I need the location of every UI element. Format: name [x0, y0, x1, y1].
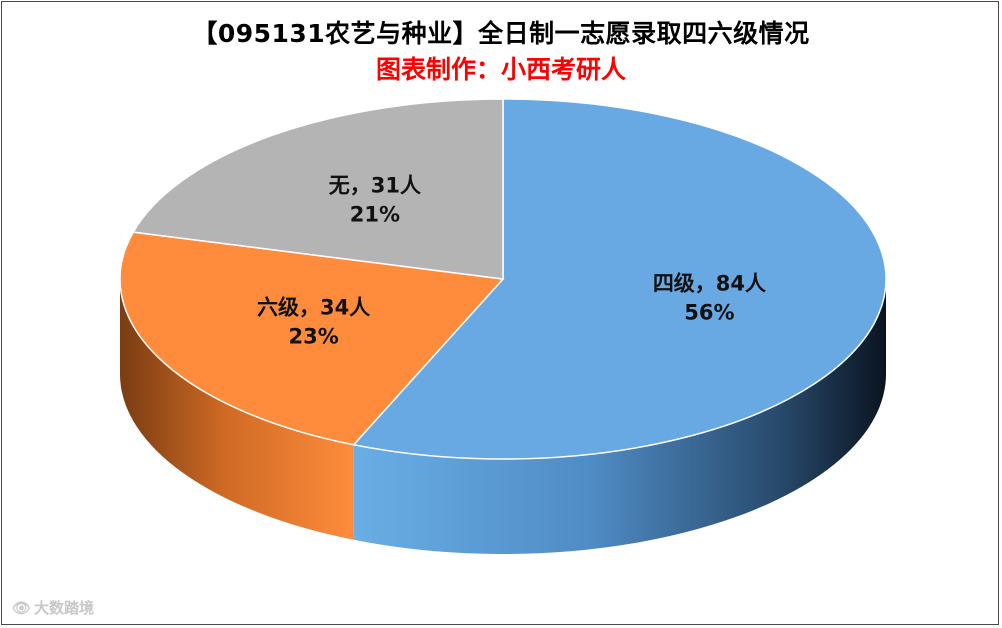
chart-title: 【095131农艺与种业】全日制一志愿录取四六级情况: [192, 19, 810, 48]
data-label-none: 无，31人: [329, 173, 421, 197]
data-label-percent-four-level: 56%: [684, 301, 734, 325]
data-label-six-level: 六级，34人: [257, 295, 370, 319]
pie-slice-none: [132, 98, 504, 280]
watermark-text: 大数踏境: [34, 599, 95, 617]
data-label-percent-none: 21%: [350, 202, 400, 226]
data-label-percent-six-level: 23%: [288, 324, 338, 348]
watermark-icon: 👁: [12, 598, 32, 617]
pie-slice-six-level: [119, 231, 505, 446]
pie-slice-four-level: [352, 98, 887, 460]
chart-subtitle: 图表制作：小西考研人: [375, 55, 626, 84]
data-label-four-level: 四级，84人: [653, 272, 766, 296]
watermark: 👁 大数踏境: [12, 597, 94, 618]
pie-side-four-level: [353, 279, 886, 554]
pie-side-six-level: [119, 279, 354, 540]
pie-layer: 四级，84人 56% 六级，34人 23% 无，31人 21%: [119, 98, 887, 554]
